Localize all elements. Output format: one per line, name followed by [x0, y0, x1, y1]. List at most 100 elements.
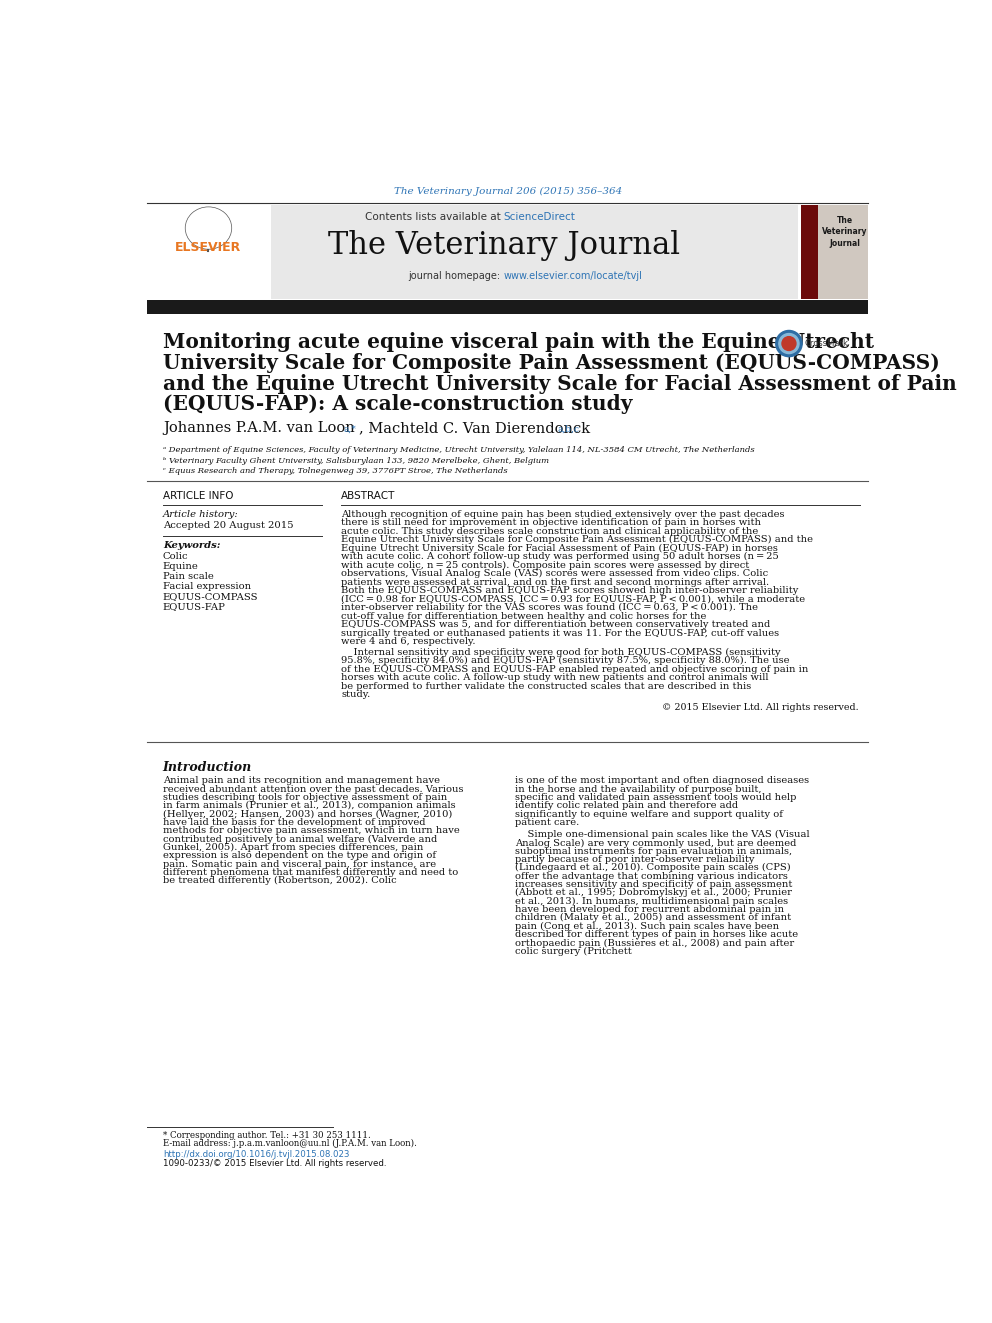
- Text: increases sensitivity and specificity of pain assessment: increases sensitivity and specificity of…: [516, 880, 793, 889]
- Text: Simple one-dimensional pain scales like the VAS (Visual: Simple one-dimensional pain scales like …: [516, 830, 810, 839]
- Text: ScienceDirect: ScienceDirect: [504, 212, 575, 221]
- Text: (Hellyer, 2002; Hansen, 2003) and horses (Wagner, 2010): (Hellyer, 2002; Hansen, 2003) and horses…: [163, 810, 452, 819]
- Bar: [147, 300, 868, 315]
- Text: * Corresponding author. Tel.: +31 30 253 1111.: * Corresponding author. Tel.: +31 30 253…: [163, 1131, 370, 1139]
- Text: Equine Utrecht University Scale for Composite Pain Assessment (EQUUS-COMPASS) an: Equine Utrecht University Scale for Comp…: [341, 536, 813, 545]
- Text: in the horse and the availability of purpose built,: in the horse and the availability of pur…: [516, 785, 762, 794]
- Text: observations, Visual Analog Scale (VAS) scores were assessed from video clips. C: observations, Visual Analog Scale (VAS) …: [341, 569, 768, 578]
- Text: Analog Scale) are very commonly used, but are deemed: Analog Scale) are very commonly used, bu…: [516, 839, 797, 848]
- Text: be treated differently (Robertson, 2002). Colic: be treated differently (Robertson, 2002)…: [163, 876, 397, 885]
- Text: studies describing tools for objective assessment of pain: studies describing tools for objective a…: [163, 792, 447, 802]
- Text: ᵃ Department of Equine Sciences, Faculty of Veterinary Medicine, Utrecht Univers: ᵃ Department of Equine Sciences, Faculty…: [163, 446, 754, 454]
- Text: (Lindegaard et al., 2010). Composite pain scales (CPS): (Lindegaard et al., 2010). Composite pai…: [516, 864, 792, 872]
- Text: EQUUS-FAP: EQUUS-FAP: [163, 602, 225, 611]
- Text: (Abbott et al., 1995; Dobromylskyj et al., 2000; Prunier: (Abbott et al., 1995; Dobromylskyj et al…: [516, 888, 793, 897]
- Text: ARTICLE INFO: ARTICLE INFO: [163, 491, 233, 501]
- Text: Accepted 20 August 2015: Accepted 20 August 2015: [163, 521, 294, 529]
- Text: pain (Cong et al., 2013). Such pain scales have been: pain (Cong et al., 2013). Such pain scal…: [516, 922, 780, 930]
- Text: ᶜ Equus Research and Therapy, Tolnegenweg 39, 3776PT Stroe, The Netherlands: ᶜ Equus Research and Therapy, Tolnegenwe…: [163, 467, 507, 475]
- Text: ELSEVIER: ELSEVIER: [176, 241, 242, 254]
- Circle shape: [782, 336, 796, 351]
- Text: Monitoring acute equine visceral pain with the Equine Utrecht: Monitoring acute equine visceral pain wi…: [163, 332, 874, 352]
- Text: EQUUS-COMPASS: EQUUS-COMPASS: [163, 591, 258, 601]
- Text: have laid the basis for the development of improved: have laid the basis for the development …: [163, 818, 426, 827]
- Bar: [271, 205, 799, 299]
- Text: have been developed for recurrent abdominal pain in: have been developed for recurrent abdomi…: [516, 905, 785, 914]
- Text: Pain scale: Pain scale: [163, 572, 213, 581]
- Text: different phenomena that manifest differently and need to: different phenomena that manifest differ…: [163, 868, 458, 877]
- Text: horses with acute colic. A follow-up study with new patients and control animals: horses with acute colic. A follow-up stu…: [341, 673, 769, 683]
- Text: significantly to equine welfare and support quality of: significantly to equine welfare and supp…: [516, 810, 784, 819]
- Text: Colic: Colic: [163, 552, 188, 561]
- Text: 95.8%, specificity 84.0%) and EQUUS-FAP (sensitivity 87.5%, specificity 88.0%). : 95.8%, specificity 84.0%) and EQUUS-FAP …: [341, 656, 790, 665]
- Text: a,b,c: a,b,c: [558, 425, 580, 434]
- Text: E-mail address: j.p.a.m.vanloon@uu.nl (J.P.A.M. van Loon).: E-mail address: j.p.a.m.vanloon@uu.nl (J…: [163, 1139, 417, 1148]
- Text: http://dx.doi.org/10.1016/j.tvjl.2015.08.023: http://dx.doi.org/10.1016/j.tvjl.2015.08…: [163, 1150, 349, 1159]
- Text: Gunkel, 2005). Apart from species differences, pain: Gunkel, 2005). Apart from species differ…: [163, 843, 424, 852]
- Text: ABSTRACT: ABSTRACT: [341, 491, 396, 501]
- Text: with acute colic, n = 25 controls). Composite pain scores were assessed by direc: with acute colic, n = 25 controls). Comp…: [341, 561, 749, 570]
- Text: specific and validated pain assessment tools would help: specific and validated pain assessment t…: [516, 792, 797, 802]
- Text: The Veterinary Journal 206 (2015) 356–364: The Veterinary Journal 206 (2015) 356–36…: [394, 187, 623, 196]
- Text: identify colic related pain and therefore add: identify colic related pain and therefor…: [516, 802, 738, 811]
- Text: Keywords:: Keywords:: [163, 541, 220, 550]
- Text: journal homepage:: journal homepage:: [409, 271, 504, 280]
- Text: orthopaedic pain (Bussières et al., 2008) and pain after: orthopaedic pain (Bussières et al., 2008…: [516, 938, 795, 947]
- Text: is one of the most important and often diagnosed diseases: is one of the most important and often d…: [516, 777, 809, 786]
- Text: The
Veterinary
Journal: The Veterinary Journal: [822, 216, 867, 249]
- Text: patient care.: patient care.: [516, 818, 579, 827]
- Text: EQUUS-COMPASS was 5, and for differentiation between conservatively treated and: EQUUS-COMPASS was 5, and for differentia…: [341, 620, 770, 630]
- Text: and the Equine Utrecht University Scale for Facial Assessment of Pain: and the Equine Utrecht University Scale …: [163, 373, 956, 394]
- Text: methods for objective pain assessment, which in turn have: methods for objective pain assessment, w…: [163, 827, 459, 835]
- Text: of the EQUUS-COMPASS and EQUUS-FAP enabled repeated and objective scoring of pai: of the EQUUS-COMPASS and EQUUS-FAP enabl…: [341, 664, 808, 673]
- Text: patients were assessed at arrival, and on the first and second mornings after ar: patients were assessed at arrival, and o…: [341, 578, 769, 587]
- Text: Internal sensitivity and specificity were good for both EQUUS-COMPASS (sensitivi: Internal sensitivity and specificity wer…: [341, 648, 781, 658]
- Text: Equine: Equine: [163, 561, 198, 570]
- Bar: [801, 205, 868, 299]
- Text: Both the EQUUS-COMPASS and EQUUS-FAP scores showed high inter-observer reliabili: Both the EQUUS-COMPASS and EQUUS-FAP sco…: [341, 586, 799, 595]
- Text: (ICC = 0.98 for EQUUS-COMPASS, ICC = 0.93 for EQUUS-FAP, P < 0.001), while a mod: (ICC = 0.98 for EQUUS-COMPASS, ICC = 0.9…: [341, 595, 806, 603]
- Text: Introduction: Introduction: [163, 761, 252, 774]
- Text: CrossMark: CrossMark: [805, 339, 848, 348]
- Text: surgically treated or euthanased patients it was 11. For the EQUUS-FAP, cut-off : surgically treated or euthanased patient…: [341, 628, 779, 638]
- Text: Although recognition of equine pain has been studied extensively over the past d: Although recognition of equine pain has …: [341, 509, 785, 519]
- Text: , Machteld C. Van Dierendonck: , Machteld C. Van Dierendonck: [359, 421, 594, 435]
- Text: et al., 2013). In humans, multidimensional pain scales: et al., 2013). In humans, multidimension…: [516, 897, 789, 906]
- Text: Contents lists available at: Contents lists available at: [365, 212, 504, 221]
- Text: ᵇ Veterinary Faculty Ghent University, Salisburylaan 133, 9820 Merelbeke, Ghent,: ᵇ Veterinary Faculty Ghent University, S…: [163, 456, 549, 464]
- Text: with acute colic. A cohort follow-up study was performed using 50 adult horses (: with acute colic. A cohort follow-up stu…: [341, 552, 779, 561]
- Text: partly because of poor inter-observer reliability: partly because of poor inter-observer re…: [516, 855, 755, 864]
- Text: children (Malaty et al., 2005) and assessment of infant: children (Malaty et al., 2005) and asses…: [516, 913, 792, 922]
- Text: be performed to further validate the constructed scales that are described in th: be performed to further validate the con…: [341, 681, 751, 691]
- Text: cut-off value for differentiation between healthy and colic horses for the: cut-off value for differentiation betwee…: [341, 611, 706, 620]
- Circle shape: [779, 333, 799, 353]
- Text: suboptimal instruments for pain evaluation in animals,: suboptimal instruments for pain evaluati…: [516, 847, 793, 856]
- Text: Facial expression: Facial expression: [163, 582, 251, 590]
- Text: (EQUUS-FAP): A scale-construction study: (EQUUS-FAP): A scale-construction study: [163, 394, 632, 414]
- Text: pain. Somatic pain and visceral pain, for instance, are: pain. Somatic pain and visceral pain, fo…: [163, 860, 435, 869]
- Text: Johannes P.A.M. van Loon: Johannes P.A.M. van Loon: [163, 421, 359, 435]
- Text: www.elsevier.com/locate/tvjl: www.elsevier.com/locate/tvjl: [504, 271, 643, 280]
- Text: colic surgery (Pritchett: colic surgery (Pritchett: [516, 946, 632, 955]
- Bar: [147, 205, 270, 299]
- Text: received abundant attention over the past decades. Various: received abundant attention over the pas…: [163, 785, 463, 794]
- Text: in farm animals (Prunier et al., 2013), companion animals: in farm animals (Prunier et al., 2013), …: [163, 802, 455, 811]
- Text: © 2015 Elsevier Ltd. All rights reserved.: © 2015 Elsevier Ltd. All rights reserved…: [662, 704, 859, 712]
- Text: acute colic. This study describes scale construction and clinical applicability : acute colic. This study describes scale …: [341, 527, 758, 536]
- Text: there is still need for improvement in objective identification of pain in horse: there is still need for improvement in o…: [341, 519, 761, 528]
- Text: a,*: a,*: [343, 425, 356, 434]
- Text: contributed positively to animal welfare (Valverde and: contributed positively to animal welfare…: [163, 835, 437, 844]
- Text: offer the advantage that combining various indicators: offer the advantage that combining vario…: [516, 872, 789, 881]
- Text: were 4 and 6, respectively.: were 4 and 6, respectively.: [341, 638, 475, 646]
- Text: 1090-0233/© 2015 Elsevier Ltd. All rights reserved.: 1090-0233/© 2015 Elsevier Ltd. All right…: [163, 1159, 386, 1168]
- Bar: [817, 205, 868, 299]
- Text: Animal pain and its recognition and management have: Animal pain and its recognition and mana…: [163, 777, 439, 786]
- Circle shape: [776, 331, 803, 357]
- Text: inter-observer reliability for the VAS scores was found (ICC = 0.63, P < 0.001).: inter-observer reliability for the VAS s…: [341, 603, 758, 613]
- Text: University Scale for Composite Pain Assessment (EQUUS-COMPASS): University Scale for Composite Pain Asse…: [163, 353, 939, 373]
- Text: Equine Utrecht University Scale for Facial Assessment of Pain (EQUUS-FAP) in hor: Equine Utrecht University Scale for Faci…: [341, 544, 778, 553]
- Text: study.: study.: [341, 691, 370, 699]
- Text: The Veterinary Journal: The Veterinary Journal: [327, 230, 680, 261]
- Text: Article history:: Article history:: [163, 509, 238, 519]
- Text: expression is also dependent on the type and origin of: expression is also dependent on the type…: [163, 851, 435, 860]
